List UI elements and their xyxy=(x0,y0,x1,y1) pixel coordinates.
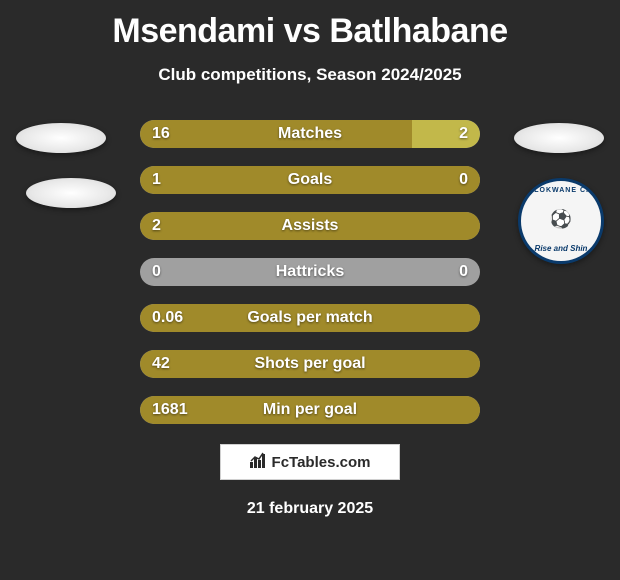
brand-box: FcTables.com xyxy=(220,444,400,480)
bar-left-segment xyxy=(140,396,480,424)
club-badge-icon: ⚽ xyxy=(550,209,572,230)
footer-date: 21 february 2025 xyxy=(0,500,620,518)
team-right-placeholder xyxy=(514,123,604,153)
stat-value-left: 0 xyxy=(152,263,161,281)
stat-row-hattricks: Hattricks0 0 xyxy=(140,258,480,286)
bar-left-segment xyxy=(140,120,412,148)
stat-value-left: 16 xyxy=(152,125,170,143)
stat-row-goals-per-match: Goals per match0.06 xyxy=(140,304,480,332)
stat-value-right: 0 xyxy=(459,263,468,281)
stat-row-goals: Goals10 xyxy=(140,166,480,194)
club-badge-top-text: POLOKWANE CITY xyxy=(522,187,600,194)
bar-left-segment xyxy=(140,304,480,332)
stat-value-right: 2 xyxy=(459,125,468,143)
stat-label: Hattricks xyxy=(140,263,480,281)
bar-left-segment xyxy=(140,212,480,240)
club-badge: POLOKWANE CITY ⚽ Rise and Shin xyxy=(518,178,604,264)
stat-row-matches: Matches162 xyxy=(140,120,480,148)
team-left-placeholder-1 xyxy=(16,123,106,153)
stat-row-assists: Assists2 xyxy=(140,212,480,240)
page-title: Msendami vs Batlhabane xyxy=(0,0,620,51)
stat-value-left: 42 xyxy=(152,355,170,373)
stat-value-left: 1 xyxy=(152,171,161,189)
brand-text: FcTables.com xyxy=(272,454,371,471)
stat-value-left: 0.06 xyxy=(152,309,183,327)
brand-chart-icon xyxy=(250,452,268,473)
team-left-placeholder-2 xyxy=(26,178,116,208)
page-subtitle: Club competitions, Season 2024/2025 xyxy=(0,65,620,85)
stat-row-shots-per-goal: Shots per goal42 xyxy=(140,350,480,378)
club-badge-bottom-text: Rise and Shin xyxy=(535,244,588,253)
bar-left-segment xyxy=(140,166,480,194)
stat-value-right: 0 xyxy=(459,171,468,189)
stat-value-left: 1681 xyxy=(152,401,188,419)
bar-right-segment xyxy=(412,120,480,148)
stat-value-left: 2 xyxy=(152,217,161,235)
stat-row-min-per-goal: Min per goal1681 xyxy=(140,396,480,424)
bar-left-segment xyxy=(140,350,480,378)
